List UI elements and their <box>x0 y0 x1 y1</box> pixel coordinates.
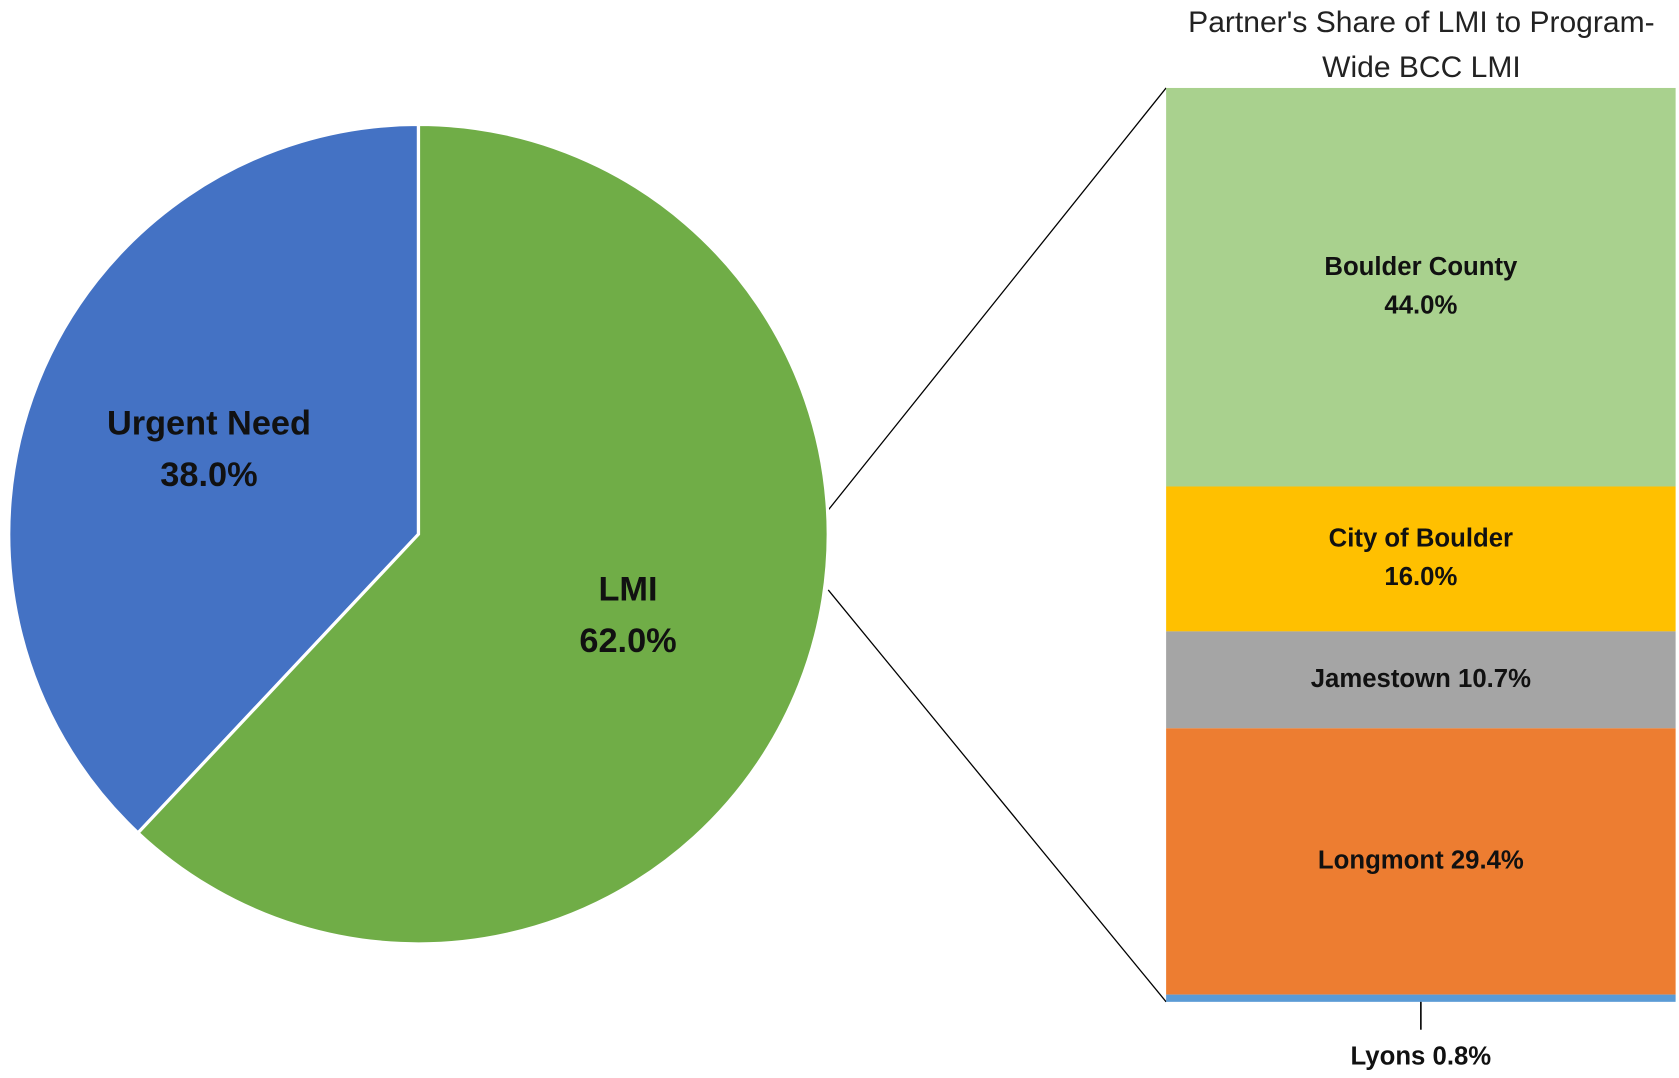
bar-title: Partner's Share of LMI to Program-Wide B… <box>1188 5 1655 84</box>
stacked-bar: Boulder County 44.0% City of Boulder 16.0% J… <box>1166 87 1676 1070</box>
data-label: City of Boulder 16.0% <box>1329 524 1513 591</box>
connector-line <box>825 87 1167 514</box>
label-name: LMI <box>598 570 657 608</box>
label-value: 44.0% <box>1384 291 1457 319</box>
bar-segment <box>1166 728 1676 995</box>
bar-title-box: Partner's Share of LMI to Program-Wide B… <box>1188 5 1655 84</box>
label-name: Longmont <box>1318 846 1444 874</box>
label-name: Urgent Need <box>107 405 311 443</box>
data-label: Urgent Need 38.0% <box>107 405 311 494</box>
label-value: 62.0% <box>579 622 676 660</box>
label-value: 29.4% <box>1451 846 1524 874</box>
pie: Urgent Need 38.0% LMI 62.0% <box>7 122 830 946</box>
data-label: Longmont 29.4% <box>1318 846 1524 874</box>
bar-segment <box>1166 87 1676 487</box>
pie-slice <box>135 122 830 946</box>
label-name: City of Boulder <box>1329 524 1513 552</box>
label-name: Jamestown <box>1311 665 1451 693</box>
connector-line <box>827 589 1167 1003</box>
label-value: 10.7% <box>1458 665 1531 693</box>
label-name: Boulder County <box>1324 253 1518 281</box>
label-value: 38.0% <box>160 456 257 494</box>
data-label: Lyons 0.8% <box>1351 1042 1492 1070</box>
label-value: 0.8% <box>1433 1042 1492 1070</box>
label-name: Lyons <box>1351 1042 1426 1070</box>
data-label: Boulder County 44.0% <box>1324 253 1518 320</box>
data-label: LMI 62.0% <box>579 570 676 659</box>
bar-segment <box>1166 631 1676 729</box>
bar-segment <box>1166 994 1676 1002</box>
bar-segment <box>1166 486 1676 632</box>
pie-slice <box>7 122 421 836</box>
label-value: 16.0% <box>1384 563 1457 591</box>
data-label: Jamestown 10.7% <box>1311 665 1531 693</box>
